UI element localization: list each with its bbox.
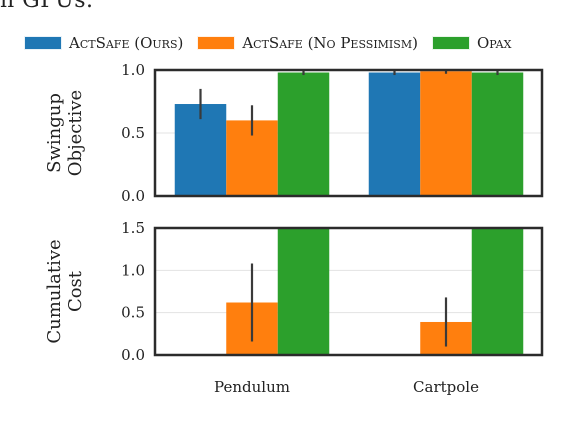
bar-3-pendulum — [277, 228, 330, 355]
legend-swatch-opax — [431, 36, 470, 50]
y-tick-label: 0.5 — [121, 124, 145, 142]
y-axis-label-line: Cumulative — [44, 239, 65, 343]
cutoff-caption-text: n GPUs. — [0, 0, 94, 13]
bar-1-cartpole — [368, 72, 421, 196]
legend-label-actsafe: ActSafe (Ours) — [69, 34, 184, 52]
legend-item-opax: Opax — [431, 34, 512, 52]
plot-frame — [153, 68, 544, 198]
x-tick-label-pendulum: Pendulum — [214, 378, 290, 396]
legend-label-opax: Opax — [476, 34, 512, 52]
y-axis-label: SwingupObjective — [44, 90, 86, 176]
legend: ActSafe (Ours) ActSafe (No Pessimism) Op… — [24, 31, 511, 55]
y-tick-label: 0.0 — [121, 346, 145, 364]
y-tick-label: 1.5 — [121, 219, 145, 237]
legend-swatch-actsafe-no-pessimism — [197, 36, 236, 50]
chart-panel-2: 0.0 0.5 1.0 1.5 CumulativeCost — [44, 219, 544, 364]
legend-item-actsafe-no-pessimism: ActSafe (No Pessimism) — [197, 34, 418, 52]
chart-panel-1: 0.0 0.5 1.0 SwingupObjective — [44, 61, 544, 205]
bar-1-pendulum — [174, 104, 227, 196]
y-axis-label-line: Objective — [65, 90, 86, 176]
bar-3-cartpole — [471, 228, 524, 355]
y-tick-label: 1.0 — [121, 61, 145, 79]
legend-item-actsafe: ActSafe (Ours) — [24, 34, 183, 52]
legend-label-actsafe-no-pessimism: ActSafe (No Pessimism) — [242, 34, 418, 52]
y-tick-label: 0.5 — [121, 304, 145, 322]
legend-swatch-actsafe — [24, 36, 62, 50]
y-axis-label-line: Swingup — [44, 93, 65, 173]
y-axis-label-line: Cost — [65, 270, 86, 312]
plot-frame — [153, 226, 544, 357]
bar-3-cartpole — [471, 72, 524, 196]
x-tick-label-cartpole: Cartpole — [413, 378, 479, 396]
y-tick-label: 1.0 — [121, 261, 145, 279]
y-axis-label: CumulativeCost — [44, 239, 86, 343]
bar-3-pendulum — [277, 72, 330, 196]
y-tick-label: 0.0 — [121, 187, 145, 205]
bar-2-cartpole — [420, 71, 472, 196]
